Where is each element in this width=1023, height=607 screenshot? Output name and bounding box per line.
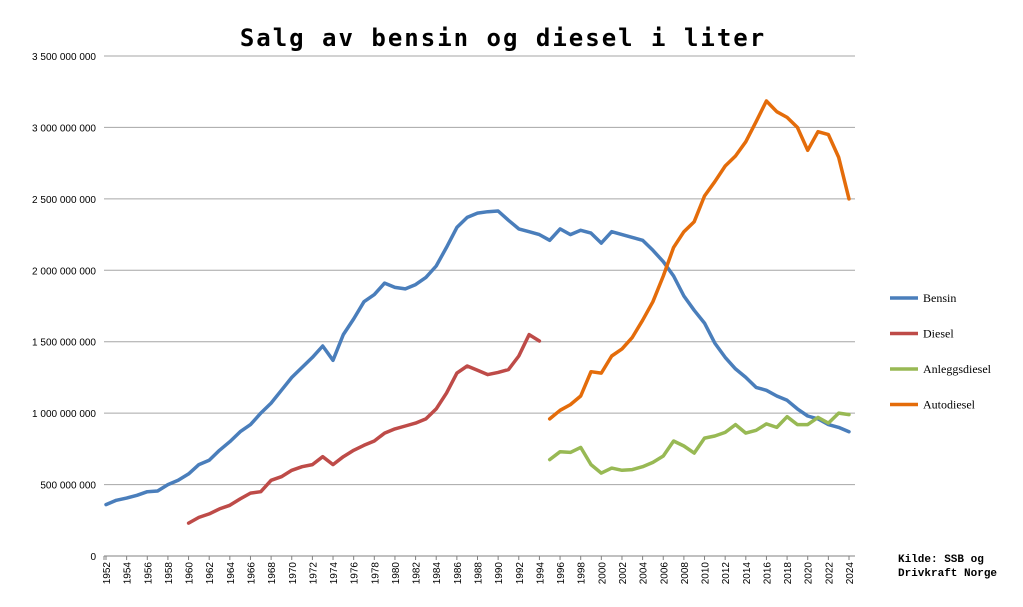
x-tick-label: 2018 [783,562,794,585]
series-line-bensin [104,209,851,507]
x-tick-label: 1958 [164,562,175,585]
source-line-2: Drivkraft Norge [898,568,998,580]
x-tick-label: 1998 [577,562,588,585]
x-tick-label: 1986 [453,562,464,585]
x-tick-label: 1988 [474,562,485,585]
x-tick-label: 1952 [102,562,113,585]
x-tick-label: 2008 [680,562,691,585]
x-tick-label: 1978 [370,562,381,585]
y-tick-label: 500 000 000 [40,481,96,492]
source-note: Kilde: SSB og Drivkraft Norge [898,553,1018,581]
legend-label-diesel: Diesel [923,327,954,341]
x-axis: 1952 1954 1956 1958 1960 1962 1964 1966 1968 1970… [102,556,856,584]
x-tick-label: 1984 [432,562,443,585]
legend-label-autodiesel: Autodiesel [923,398,976,412]
x-tick-label: 1970 [288,562,299,585]
series-line-anleggsdiesel [547,411,851,475]
x-tick-label: 2022 [824,562,835,585]
x-tick-label: 1966 [246,562,257,585]
x-tick-label: 2024 [845,562,856,585]
y-tick-label: 2 000 000 000 [32,266,96,277]
x-tick-label: 2002 [618,562,629,585]
x-tick-label: 2020 [804,562,815,585]
source-line-1: Kilde: SSB og [898,554,984,566]
x-tick-label: 1974 [329,562,340,585]
x-tick-label: 1980 [391,562,402,585]
gridlines [104,55,855,557]
x-tick-label: 1968 [267,562,278,585]
x-tick-label: 1990 [494,562,505,585]
x-tick-label: 1976 [350,562,361,585]
series-lines [104,99,851,525]
x-tick-label: 1956 [143,562,154,585]
legend-label-anleggsdiesel: Anleggsdiesel [923,362,992,376]
x-tick-label: 1960 [185,562,196,585]
x-tick-label: 1962 [205,562,216,585]
legend: Bensin Diesel Anleggsdiesel Autodiesel [890,291,992,412]
y-tick-label: 0 [90,552,96,563]
x-tick-label: 2006 [659,562,670,585]
x-tick-label: 2012 [721,562,732,585]
chart-title: Salg av bensin og diesel i liter [240,24,766,52]
y-tick-label: 3 000 000 000 [32,123,96,134]
x-tick-label: 1994 [535,562,546,585]
x-tick-label: 1964 [226,562,237,585]
y-tick-label: 1 500 000 000 [32,338,96,349]
x-tick-label: 1992 [515,562,526,585]
y-tick-label: 2 500 000 000 [32,195,96,206]
y-axis-ticks: 0 500 000 000 1 000 000 000 1 500 000 000 2 … [32,52,96,563]
x-tick-label: 2004 [639,562,650,585]
legend-label-bensin: Bensin [923,291,956,305]
x-tick-label: 2000 [597,562,608,585]
y-tick-label: 1 000 000 000 [32,409,96,420]
series-line-diesel [186,332,542,525]
series-line-autodiesel [547,99,851,421]
x-tick-label: 1972 [308,562,319,585]
x-tick-label: 1996 [556,562,567,585]
y-tick-label: 3 500 000 000 [32,52,96,63]
x-tick-label: 2016 [762,562,773,585]
x-tick-label: 1982 [412,562,423,585]
x-tick-label: 2014 [742,562,753,585]
x-tick-label: 1954 [123,562,134,585]
x-tick-label: 2010 [701,562,712,585]
